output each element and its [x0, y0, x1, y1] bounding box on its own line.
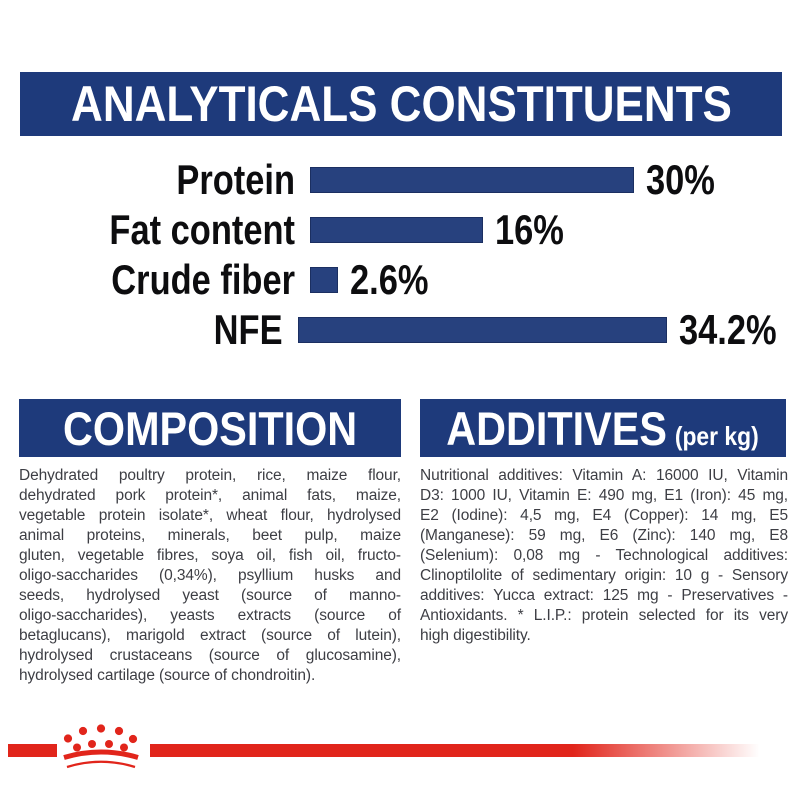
- crude-fiber-label: Crude fiber: [111, 256, 295, 303]
- chart-row-protein: Protein 30%: [20, 155, 798, 205]
- text-line: Nutritional additives: Vitamin A: 16000 …: [420, 467, 788, 484]
- text-line: hydrolysed crustaceans (source of glucos…: [19, 647, 401, 664]
- text-line: animal proteins, minerals, beet pulp, ma…: [19, 527, 401, 544]
- text-line: oligo-saccharides (0,34%), psyllium husk…: [19, 567, 401, 584]
- text-line: (Manganese): 59 mg, E6 (Zinc): 140 mg, E…: [420, 527, 788, 544]
- nfe-bar: [297, 317, 667, 343]
- fat-content-bar: [310, 217, 483, 243]
- text-line: Antioxidants. * L.I.P.: protein selected…: [420, 607, 788, 624]
- text-line: high digestibility.: [420, 627, 531, 644]
- text-line: betaglucans), marigold extract (source o…: [19, 627, 401, 644]
- text-line: vegetable protein isolate*, wheat flour,…: [19, 507, 401, 524]
- additives-title: ADDITIVES: [446, 401, 668, 455]
- royal-canin-crown-logo: [63, 724, 139, 769]
- text-line: gluten, vegetable fibres, soya oil, fish…: [19, 547, 401, 564]
- nfe-label: NFE: [213, 306, 283, 353]
- additives-title-group: ADDITIVES (per kg): [447, 401, 759, 456]
- analyticals-header-bar: ANALYTICALS CONSTITUENTS: [20, 72, 782, 136]
- composition-header-bar: COMPOSITION: [19, 399, 401, 457]
- text-line: seeds, hydrolysed yeast (source of manno…: [19, 587, 401, 604]
- text-line: E2 (Iodine): 4,5 mg, E4 (Copper): 14 mg,…: [420, 507, 788, 524]
- chart-row-fat-content: Fat content 16%: [20, 205, 798, 255]
- protein-label: Protein: [176, 156, 295, 203]
- footer-red-bar-right: [150, 744, 772, 757]
- additives-header-bar: ADDITIVES (per kg): [420, 399, 786, 457]
- crude-fiber-value: 2.6%: [350, 256, 429, 303]
- crown-thick-arc: [63, 749, 139, 760]
- text-line: Clinoptilolite of sedimentary origin: 10…: [420, 567, 788, 584]
- protein-value: 30%: [646, 156, 715, 203]
- text-line: dehydrated pork protein*, animal fats, m…: [19, 487, 401, 504]
- text-line: additives: Yucca extract: 125 mg - Prese…: [420, 587, 788, 604]
- additives-text: Nutritional additives: Vitamin A: 16000 …: [420, 466, 788, 646]
- crown-dots: [63, 724, 138, 752]
- text-line: (Selenium): 0,08 mg - Technological addi…: [420, 547, 788, 564]
- analyticals-title: ANALYTICALS CONSTITUENTS: [70, 76, 732, 132]
- footer-red-bar-left: [8, 744, 57, 757]
- fat-content-label: Fat content: [109, 206, 295, 253]
- protein-bar: [310, 167, 634, 193]
- composition-title: COMPOSITION: [62, 401, 358, 455]
- crown-thin-arc: [66, 760, 136, 769]
- crude-fiber-bar: [310, 267, 339, 293]
- text-line: D3: 1000 IU, Vitamin E: 490 mg, E1 (Iron…: [420, 487, 788, 504]
- composition-text: Dehydrated poultry protein, rice, maize …: [19, 466, 401, 686]
- nfe-value: 34.2%: [678, 306, 777, 353]
- analyticals-bar-chart: Protein 30% Fat content 16% Crude fiber 2.6% N…: [20, 155, 798, 355]
- chart-row-nfe: NFE 34.2%: [20, 305, 798, 355]
- chart-row-crude-fiber: Crude fiber 2.6%: [20, 255, 798, 305]
- text-line: hydrolysed cartilage (source of chondroi…: [19, 667, 316, 684]
- text-line: oligo-saccharides), yeasts extracts (sou…: [19, 607, 401, 624]
- additives-subtitle: (per kg): [675, 420, 760, 451]
- fat-content-value: 16%: [494, 206, 564, 253]
- text-line: Dehydrated poultry protein, rice, maize …: [19, 467, 401, 484]
